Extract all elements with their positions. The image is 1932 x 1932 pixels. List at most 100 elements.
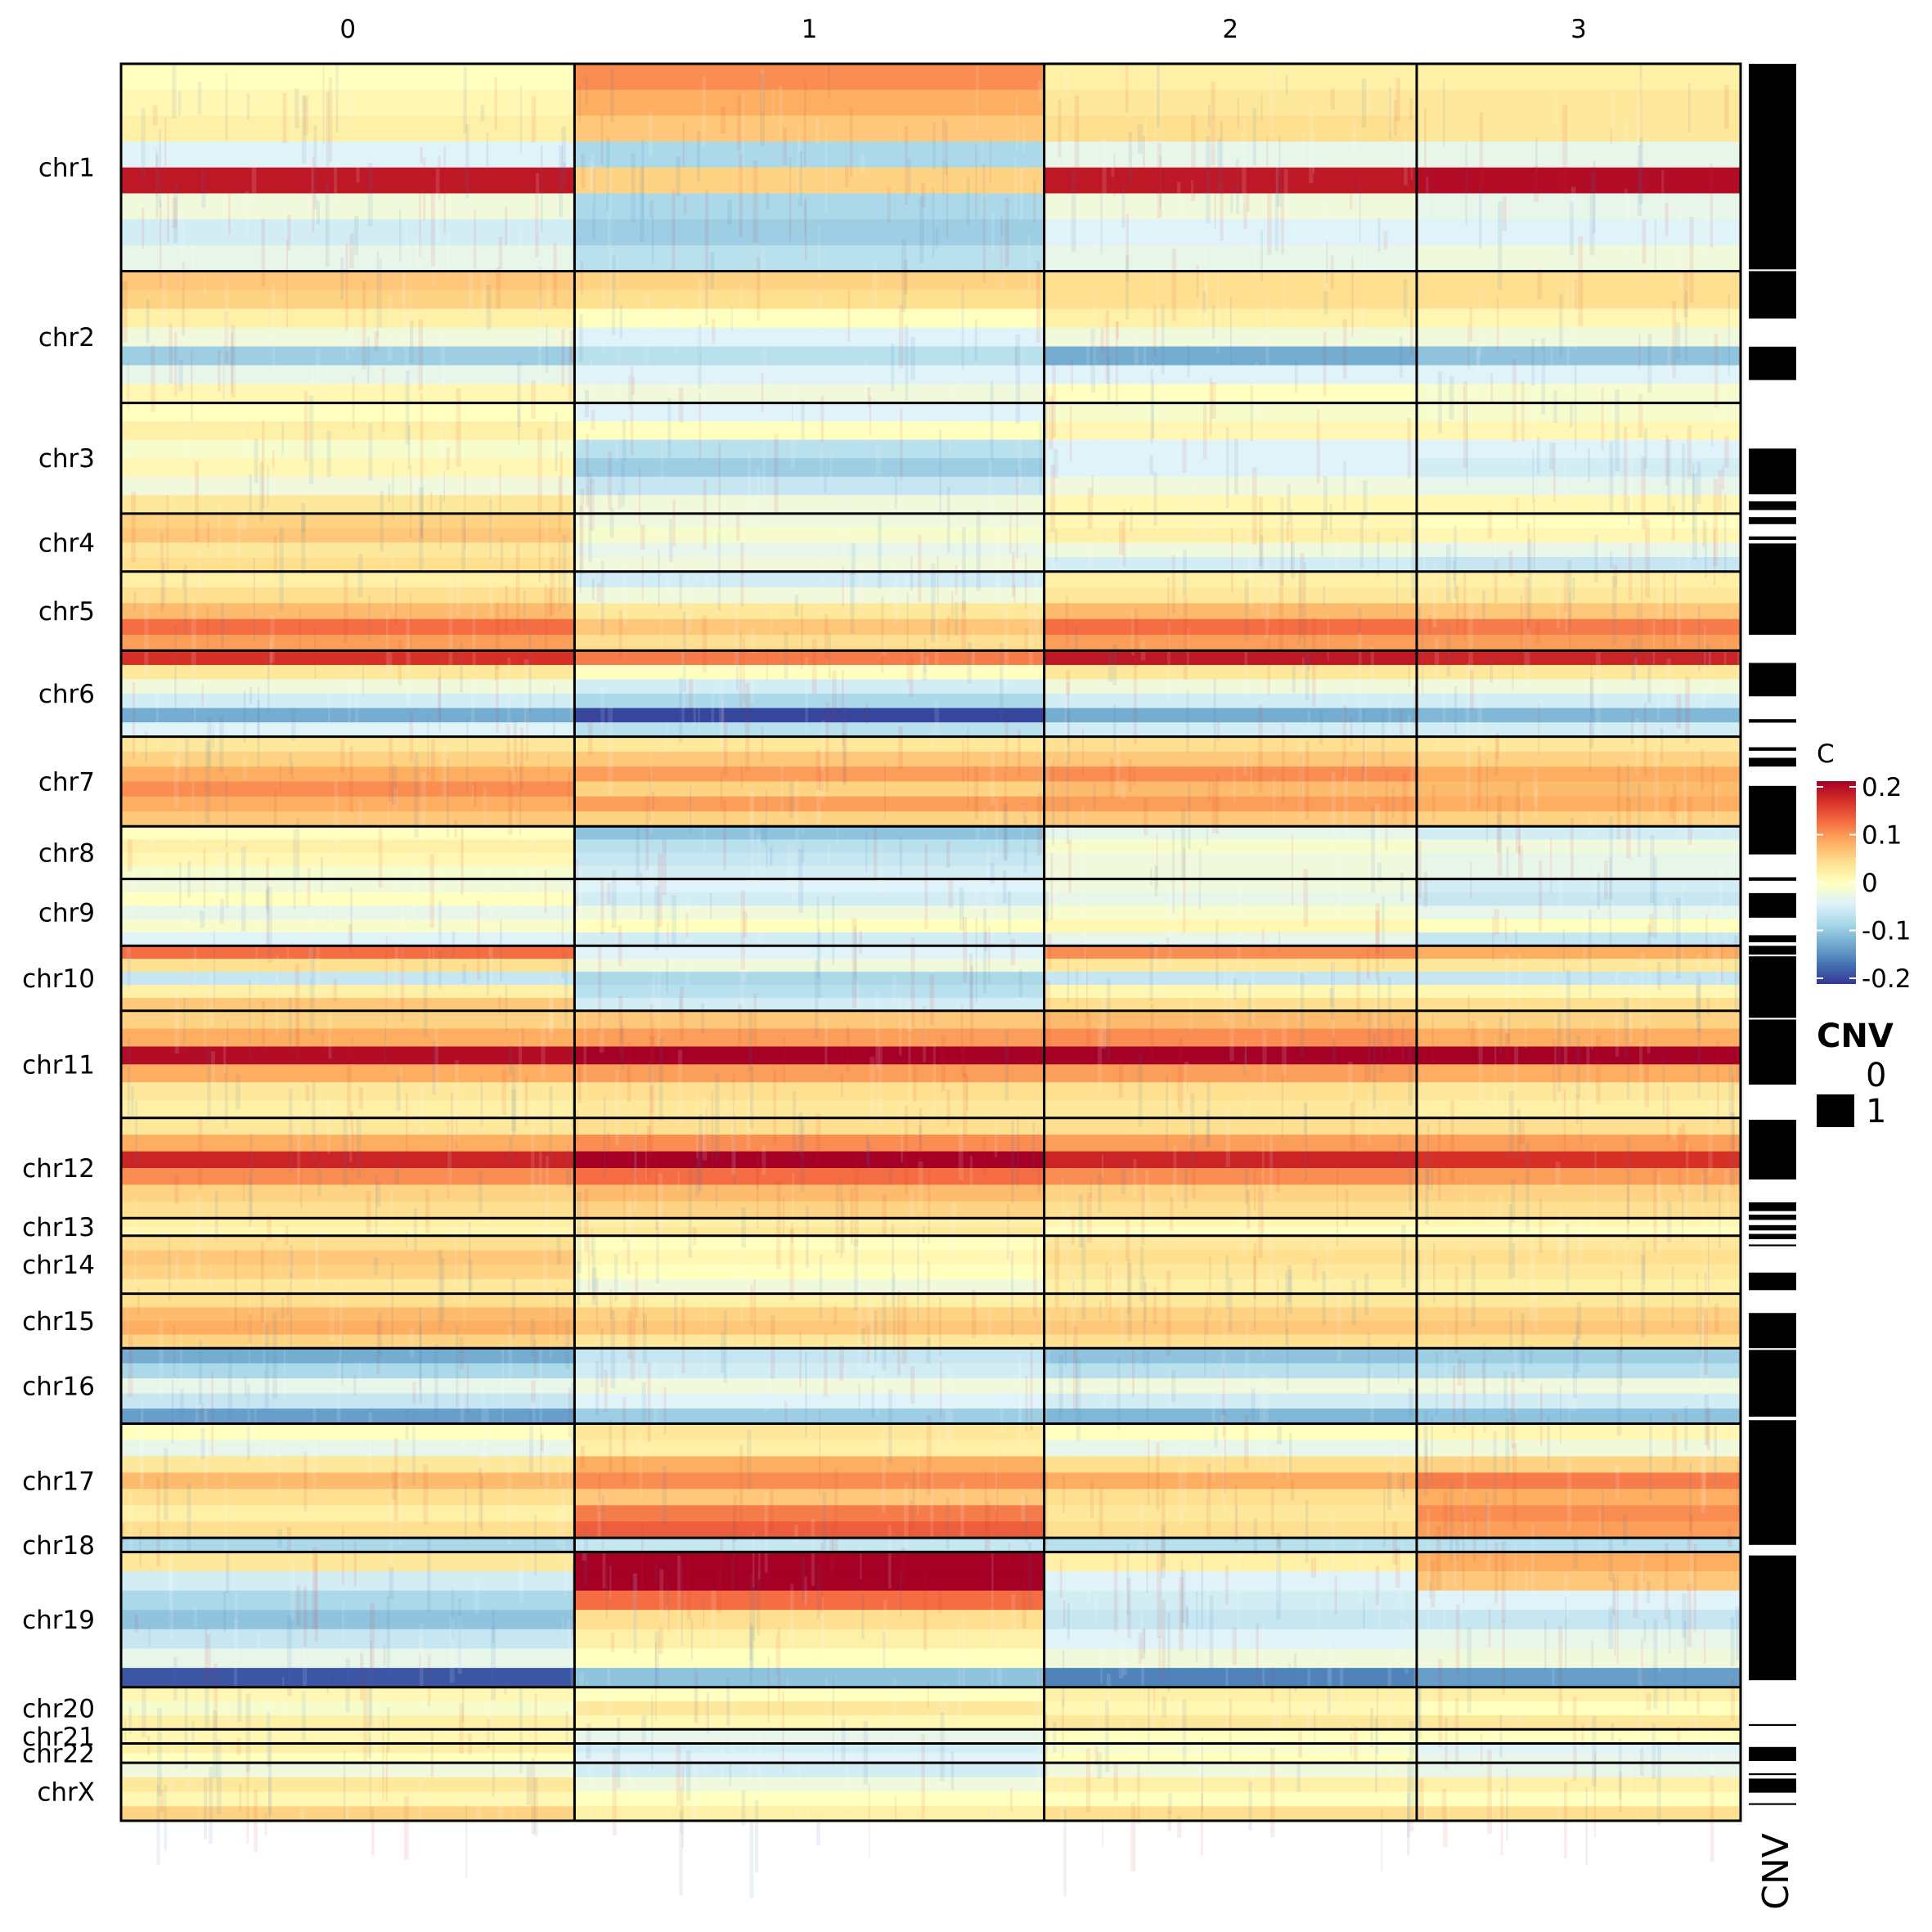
heatmap-streak	[831, 1524, 834, 1583]
heatmap-cell	[1044, 89, 1417, 116]
heatmap-streak	[905, 1234, 909, 1283]
heatmap-streak	[1161, 1489, 1166, 1567]
heatmap-streak	[389, 737, 393, 802]
heatmap-cell	[574, 852, 1045, 867]
heatmap-cell	[1417, 1134, 1741, 1152]
heatmap-streak	[1243, 194, 1247, 230]
heatmap-streak	[1550, 346, 1553, 379]
heatmap-cell	[121, 946, 575, 959]
heatmap-streak	[1206, 1463, 1211, 1538]
heatmap-streak	[591, 578, 595, 600]
heatmap-streak	[261, 1001, 265, 1051]
heatmap-cell	[1417, 1729, 1741, 1745]
heatmap-streak	[876, 1337, 879, 1417]
heatmap-streak	[842, 670, 844, 746]
heatmap-streak	[1707, 1237, 1710, 1304]
heatmap-streak	[941, 141, 946, 160]
heatmap-streak	[549, 1085, 553, 1164]
heatmap-streak	[820, 771, 824, 791]
heatmap-cell	[1417, 932, 1741, 946]
heatmap-streak	[1179, 1577, 1184, 1651]
heatmap-streak	[1480, 1734, 1483, 1766]
heatmap-cell	[121, 1715, 575, 1730]
heatmap-streak	[1436, 1526, 1441, 1590]
heatmap-streak	[433, 934, 435, 1003]
heatmap-streak	[1575, 280, 1578, 311]
heatmap-streak	[549, 387, 553, 437]
heatmap-streak	[1620, 1270, 1623, 1352]
heatmap-streak	[1527, 523, 1530, 573]
heatmap-streak	[1177, 1043, 1179, 1110]
heatmap-cell	[574, 1590, 1045, 1611]
heatmap-streak	[430, 1728, 434, 1777]
heatmap-streak	[299, 1165, 303, 1209]
heatmap-streak	[1322, 1270, 1326, 1326]
heatmap-cell	[121, 708, 575, 723]
heatmap-streak	[1201, 1551, 1204, 1630]
heatmap-streak	[356, 161, 360, 183]
heatmap-cell	[121, 1184, 575, 1202]
heatmap-streak	[462, 963, 467, 984]
heatmap-streak	[1269, 66, 1274, 138]
heatmap-streak	[882, 1431, 886, 1513]
heatmap-streak	[1696, 972, 1701, 1033]
cnv-segment	[1749, 1350, 1796, 1417]
heatmap-streak	[694, 1666, 696, 1723]
heatmap-streak	[1374, 1718, 1377, 1794]
heatmap-streak	[968, 953, 973, 1012]
heatmap-streak	[896, 1290, 901, 1376]
heatmap-streak	[1654, 748, 1659, 820]
heatmap-streak	[155, 681, 160, 753]
heatmap-streak	[1563, 463, 1566, 503]
heatmap-streak	[1392, 1521, 1398, 1565]
heatmap-streak	[1275, 162, 1278, 219]
heatmap-streak	[905, 126, 908, 205]
heatmap-streak	[1693, 1543, 1697, 1632]
heatmap-cell	[574, 327, 1045, 348]
heatmap-streak	[1010, 1788, 1013, 1812]
heatmap-cell	[574, 308, 1045, 329]
heatmap-cell	[1044, 811, 1417, 827]
heatmap-cell	[1044, 1064, 1417, 1083]
heatmap-cell	[121, 1610, 575, 1630]
heatmap-streak	[1467, 995, 1470, 1031]
heatmap-cell	[121, 1806, 575, 1822]
heatmap-cell	[1044, 1028, 1417, 1048]
heatmap-streak	[761, 68, 765, 111]
heatmap-streak	[370, 1640, 373, 1727]
heatmap-border	[119, 62, 1742, 1822]
heatmap-streak	[995, 1489, 999, 1524]
heatmap-streak	[478, 1170, 483, 1213]
heatmap-streak	[804, 197, 807, 261]
heatmap-streak	[677, 1170, 680, 1191]
heatmap-streak	[1648, 1413, 1652, 1500]
heatmap-streak	[706, 1808, 709, 1897]
heatmap-streak	[173, 1323, 175, 1377]
heatmap-streak	[698, 278, 703, 354]
heatmap-streak	[1601, 387, 1604, 451]
cnv-segment	[1749, 1119, 1796, 1179]
heatmap-cell	[121, 997, 575, 1012]
heatmap-streak	[1419, 1778, 1424, 1820]
heatmap-streak	[929, 974, 935, 1026]
heatmap-streak	[959, 359, 962, 393]
heatmap-streak	[1586, 1044, 1590, 1123]
heatmap-streak	[222, 353, 225, 400]
heatmap-streak	[1071, 1215, 1076, 1245]
heatmap-streak	[223, 1592, 227, 1632]
heatmap-streak	[485, 1408, 489, 1462]
heatmap-streak	[1518, 826, 1521, 856]
heatmap-streak	[1391, 1025, 1394, 1046]
heatmap-streak	[1533, 1288, 1539, 1332]
heatmap-streak	[172, 197, 177, 229]
heatmap-streak	[699, 393, 701, 461]
heatmap-streak	[991, 212, 995, 254]
heatmap-streak	[1602, 1489, 1605, 1534]
heatmap-streak	[791, 842, 796, 901]
heatmap-streak	[804, 1576, 807, 1606]
heatmap-streak	[1562, 928, 1566, 973]
heatmap-cell	[1417, 346, 1741, 366]
heatmap-streak	[1566, 970, 1571, 1049]
heatmap-streak	[287, 1615, 292, 1696]
heatmap-streak	[1487, 510, 1493, 539]
